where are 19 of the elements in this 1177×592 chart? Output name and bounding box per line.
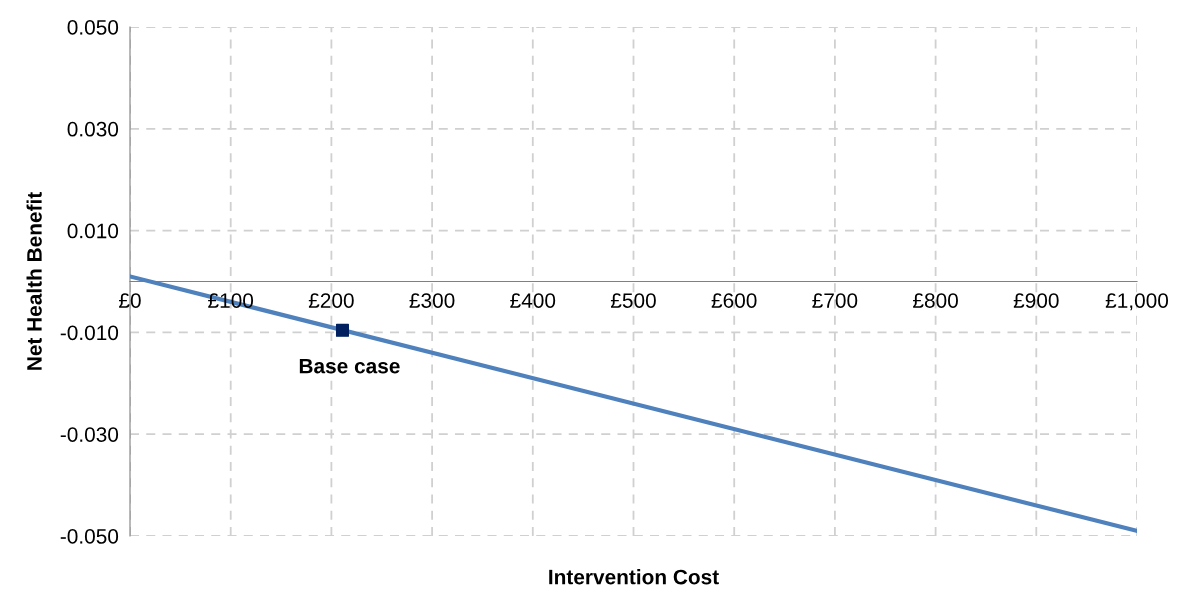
y-tick-label: 0.050 xyxy=(67,20,119,35)
y-tick-label: 0.030 xyxy=(67,121,119,137)
y-tick-label: 0.010 xyxy=(67,223,119,239)
annotation: Base case xyxy=(299,358,400,374)
x-tick-label: £700 xyxy=(812,293,858,308)
x-tick-label: £500 xyxy=(610,293,656,308)
x-tick-label: £800 xyxy=(913,293,958,308)
x-tick-label: £400 xyxy=(510,293,556,308)
y-tick-label: -0.010 xyxy=(60,325,119,341)
y-axis-title: Net Health Benefit xyxy=(26,192,42,370)
x-tick-label: £300 xyxy=(409,293,455,308)
x-tick-label: £200 xyxy=(308,293,354,308)
y-tick-label: -0.030 xyxy=(60,427,119,442)
x-tick-label: £900 xyxy=(1013,293,1059,308)
x-tick-label: £600 xyxy=(711,293,757,308)
x-axis-title: Intervention Cost xyxy=(549,569,719,585)
y-tick-label: -0.050 xyxy=(60,529,119,544)
x-tick-label: £0 xyxy=(119,293,141,308)
x-tick-label: £1,000 xyxy=(1105,293,1169,311)
